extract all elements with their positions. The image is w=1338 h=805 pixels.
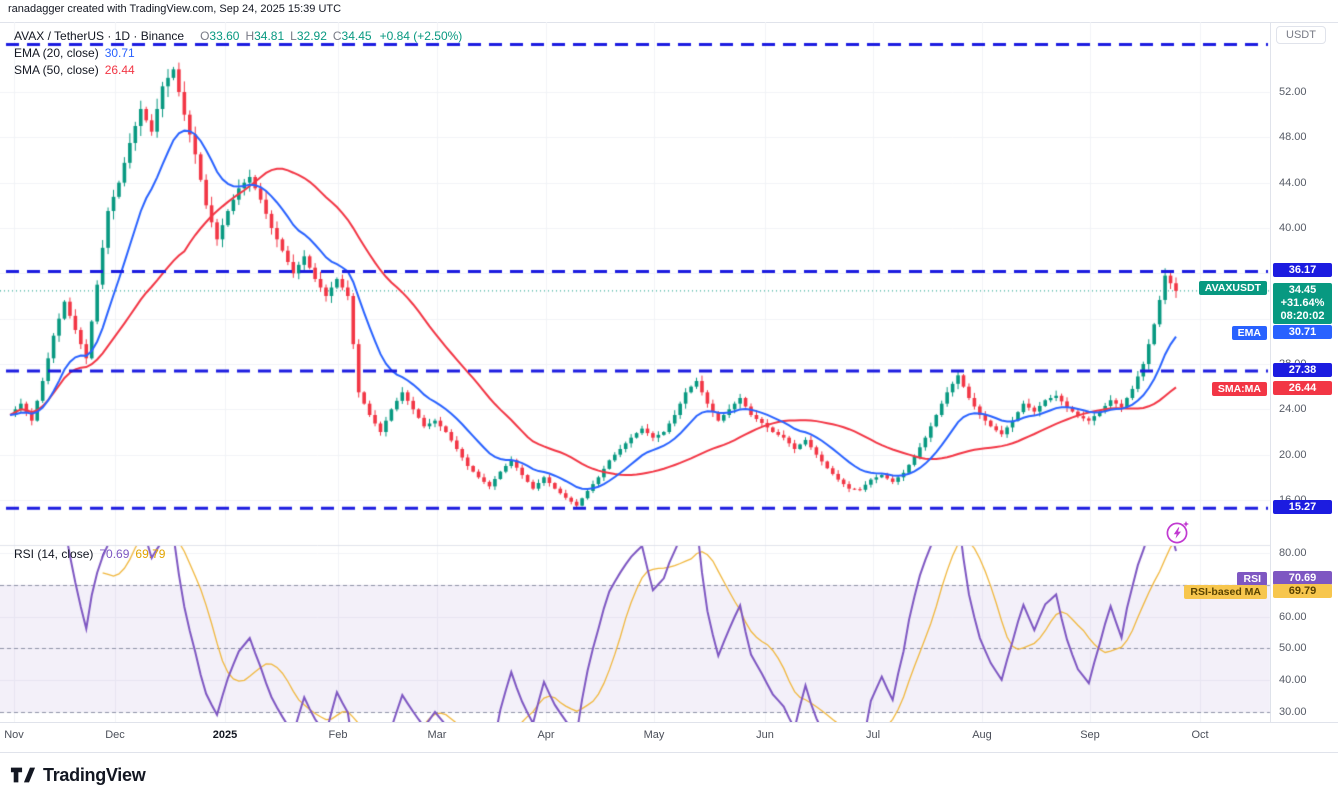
quick-action-flash-button[interactable]	[1164, 518, 1192, 546]
symbol-row[interactable]: AVAX / TetherUS · 1D · Binance O33.60 H34.…	[14, 28, 462, 44]
time-axis-label-dec: Dec	[105, 729, 125, 741]
price-axis-tick: 48.00	[1279, 131, 1307, 144]
open-value: 33.60	[209, 29, 240, 43]
high-value: 34.81	[254, 29, 285, 43]
price-axis-tick: 44.00	[1279, 176, 1307, 189]
tag-ema: EMA	[1231, 326, 1267, 341]
price-badge-level-36: 36.17	[1273, 263, 1332, 278]
chart-bottom-border	[0, 752, 1338, 753]
time-axis-label-sep: Sep	[1080, 729, 1100, 741]
price-badge-ema: 30.71	[1273, 325, 1332, 340]
sma-value: 26.44	[104, 63, 135, 77]
tag-sma: SMA:MA	[1211, 381, 1267, 396]
low-value: 32.92	[296, 29, 327, 43]
rsi-ma-value: 69.79	[135, 547, 166, 561]
ema-label: EMA (20, close)	[14, 46, 99, 60]
creation-credit: ranadagger created with TradingView.com,…	[8, 3, 342, 15]
price-axis-tick: 40.00	[1279, 221, 1307, 234]
symbol-title: AVAX / TetherUS · 1D · Binance	[14, 29, 185, 43]
rsi-value: 70.69	[99, 547, 130, 561]
tradingview-brand-text: TradingView	[43, 764, 146, 785]
tag-rsi-ma: RSI-based MA	[1184, 585, 1267, 600]
time-axis-label-mar: Mar	[427, 729, 447, 741]
tradingview-footer-logo[interactable]: TradingView	[10, 764, 146, 786]
time-axis-border	[0, 722, 1338, 723]
rsi-axis-tick: 40.00	[1279, 674, 1307, 687]
close-value: 34.45	[341, 29, 372, 43]
tradingview-logo-icon	[10, 767, 36, 783]
sma-label: SMA (50, close)	[14, 63, 99, 77]
price-badge-level-27: 27.38	[1273, 363, 1332, 378]
time-axis-label-feb: Feb	[328, 729, 348, 741]
time-axis-label-jul: Jul	[865, 729, 881, 741]
tag-symbol: AVAXUSDT	[1198, 280, 1267, 295]
rsi-badge-value: 70.69	[1273, 570, 1332, 585]
rsi-axis-tick: 50.00	[1279, 642, 1307, 655]
sma-legend-row[interactable]: SMA (50, close) 26.44	[14, 62, 462, 78]
price-badge-last: 34.45 +31.64% 08:20:02	[1273, 282, 1332, 324]
rsi-axis-tick: 30.00	[1279, 706, 1307, 718]
rsi-axis-tick: 80.00	[1279, 547, 1307, 559]
time-axis-label-oct: Oct	[1191, 729, 1209, 741]
time-axis-label-2025: 2025	[212, 729, 238, 741]
currency-unit-toggle[interactable]: USDT	[1276, 26, 1326, 44]
price-axis-tick: 24.00	[1279, 403, 1307, 416]
ema-legend-row[interactable]: EMA (20, close) 30.71	[14, 45, 462, 61]
symbol-legend: AVAX / TetherUS · 1D · Binance O33.60 H34.…	[14, 28, 462, 79]
price-badge-level-15: 15.27	[1273, 500, 1332, 515]
rsi-legend-row[interactable]: RSI (14, close) 70.69 69.79	[14, 547, 165, 561]
time-axis-label-nov: Nov	[4, 729, 24, 741]
price-axis-tick: 20.00	[1279, 448, 1307, 461]
time-axis-label-aug: Aug	[972, 729, 992, 741]
change-value: +0.84 (+2.50%)	[379, 29, 463, 43]
tag-rsi: RSI	[1237, 571, 1267, 586]
time-axis-label-jun: Jun	[756, 729, 774, 741]
time-axis-label-may: May	[643, 729, 665, 741]
rsi-axis-tick: 60.00	[1279, 610, 1307, 623]
ema-value: 30.71	[104, 46, 135, 60]
open-label: O	[200, 29, 210, 43]
time-axis-label-apr: Apr	[537, 729, 555, 741]
lightning-icon	[1166, 521, 1189, 544]
rsi-label: RSI (14, close)	[14, 547, 94, 561]
close-label: C	[332, 29, 342, 43]
rsi-badge-ma: 69.79	[1273, 584, 1332, 599]
low-label: L	[290, 29, 297, 43]
price-badge-sma: 26.44	[1273, 380, 1332, 395]
price-chart-canvas[interactable]	[0, 22, 1271, 722]
high-label: H	[245, 29, 255, 43]
price-axis-tick: 52.00	[1279, 86, 1307, 98]
